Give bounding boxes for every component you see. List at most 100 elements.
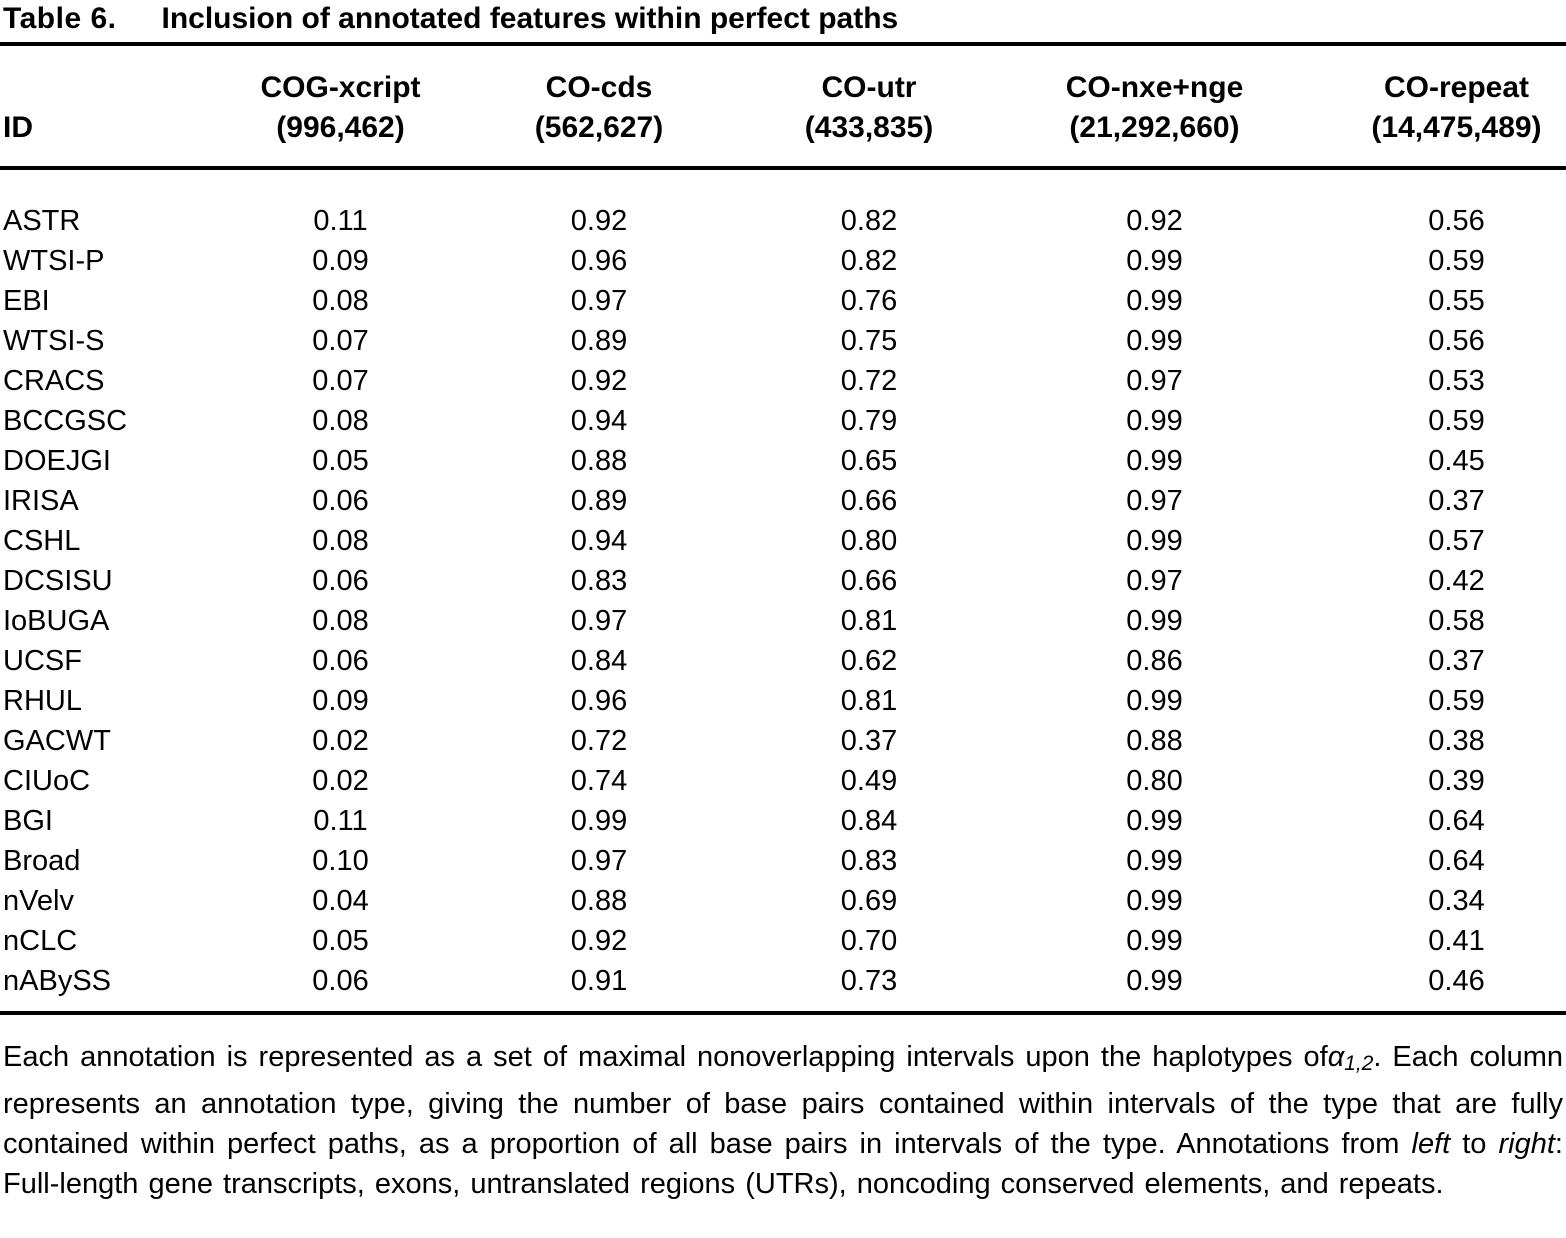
cell-value: 0.99 [1126, 685, 1183, 717]
cell-value: 0.99 [1126, 805, 1183, 837]
footnote-italic-sub-text: 1,2 [1344, 1051, 1374, 1075]
cell-value: 0.99 [1126, 325, 1183, 357]
column-header-co-cds: CO-cds (562,627) [466, 46, 732, 170]
row-id: WTSI-S [3, 325, 105, 357]
table-row: CIUoC 0.02 0.74 0.49 0.80 0.39 [0, 761, 1566, 801]
footnote-text: : Full-length gene transcripts, exons, u… [3, 1127, 1563, 1200]
footnote-italic-text: α [1327, 1041, 1345, 1073]
row-id: BGI [3, 805, 53, 837]
table-row: DCSISU 0.06 0.83 0.66 0.97 0.42 [0, 561, 1566, 601]
column-header-name: CO-utr [821, 71, 917, 104]
cell-value: 0.84 [840, 805, 898, 837]
table-row: EBI 0.08 0.97 0.76 0.99 0.55 [0, 281, 1566, 321]
footnote-text: Each annotation is represented as a set … [3, 1041, 1328, 1073]
table-row: CSHL 0.08 0.94 0.80 0.99 0.57 [0, 521, 1566, 561]
cell-value: 0.09 [312, 245, 369, 277]
column-header-co-nxe-nge: CO-nxe+nge (21,292,660) [1006, 46, 1303, 170]
cell-value: 0.08 [312, 405, 369, 437]
column-header-name: CO-cds [545, 71, 653, 104]
cell-value: 0.82 [840, 245, 898, 277]
cell-value: 0.05 [312, 925, 369, 957]
row-id: GACWT [3, 725, 111, 757]
cell-value: 0.81 [840, 685, 898, 717]
cell-value: 0.82 [840, 205, 898, 237]
cell-value: 0.69 [840, 885, 898, 917]
cell-value: 0.99 [1126, 285, 1183, 317]
cell-value: 0.99 [1126, 525, 1183, 557]
table-row: BCCGSC 0.08 0.94 0.79 0.99 0.59 [0, 401, 1566, 441]
data-table: ID COG-xcript (996,462) CO-cds (562,627)… [0, 46, 1566, 1001]
cell-value: 0.99 [1126, 445, 1183, 477]
cell-value: 0.06 [312, 965, 369, 997]
table-header: ID COG-xcript (996,462) CO-cds (562,627)… [0, 46, 1566, 170]
cell-value: 0.92 [570, 365, 628, 397]
cell-value: 0.83 [570, 565, 628, 597]
cell-value: 0.08 [312, 525, 369, 557]
cell-value: 0.99 [1126, 845, 1183, 877]
cell-value: 0.56 [1428, 325, 1485, 357]
cell-value: 0.66 [840, 565, 898, 597]
table-row: nCLC 0.05 0.92 0.70 0.99 0.41 [0, 921, 1566, 961]
row-id: CIUoC [3, 765, 91, 797]
cell-value: 0.10 [312, 845, 369, 877]
cell-value: 0.65 [840, 445, 898, 477]
cell-value: 0.53 [1428, 365, 1485, 397]
cell-value: 0.11 [313, 205, 368, 237]
cell-value: 0.07 [312, 325, 369, 357]
table-row: IoBUGA 0.08 0.97 0.81 0.99 0.58 [0, 601, 1566, 641]
cell-value: 0.05 [312, 445, 369, 477]
row-id: CSHL [3, 525, 81, 557]
cell-value: 0.06 [312, 645, 369, 677]
table-row: WTSI-S 0.07 0.89 0.75 0.99 0.56 [0, 321, 1566, 361]
cell-value: 0.96 [570, 245, 628, 277]
column-header-name: CO-nxe+nge [1065, 71, 1244, 104]
cell-value: 0.94 [570, 525, 628, 557]
column-header-cog-xcript: COG-xcript (996,462) [215, 46, 466, 170]
cell-value: 0.86 [1126, 645, 1183, 677]
row-id: DOEJGI [3, 445, 111, 477]
column-header-total: (21,292,660) [1069, 111, 1240, 144]
cell-value: 0.38 [1428, 725, 1485, 757]
cell-value: 0.80 [840, 525, 898, 557]
cell-value: 0.11 [313, 805, 368, 837]
column-header-co-utr: CO-utr (433,835) [732, 46, 1006, 170]
cell-value: 0.57 [1428, 525, 1485, 557]
row-id: IoBUGA [3, 605, 110, 637]
cell-value: 0.92 [1126, 205, 1183, 237]
cell-value: 0.07 [312, 365, 369, 397]
cell-value: 0.84 [570, 645, 628, 677]
table-row: WTSI-P 0.09 0.96 0.82 0.99 0.59 [0, 241, 1566, 281]
cell-value: 0.59 [1428, 685, 1485, 717]
cell-value: 0.88 [1126, 725, 1183, 757]
column-header-name: COG-xcript [260, 71, 421, 104]
footnote-italic-text: right [1498, 1127, 1555, 1160]
cell-value: 0.99 [1126, 925, 1183, 957]
column-header-co-repeat: CO-repeat (14,475,489) [1303, 46, 1566, 170]
footnote-text: to [1450, 1127, 1499, 1160]
row-id: EBI [3, 285, 50, 317]
table-footnote: Each annotation is represented as a set … [0, 1037, 1566, 1204]
row-id: IRISA [3, 485, 79, 517]
row-id: nABySS [3, 965, 111, 997]
cell-value: 0.37 [1428, 645, 1485, 677]
cell-value: 0.02 [312, 765, 369, 797]
cell-value: 0.97 [570, 285, 628, 317]
cell-value: 0.37 [840, 725, 898, 757]
bottom-rule [0, 1011, 1566, 1015]
row-id: UCSF [3, 645, 82, 677]
cell-value: 0.59 [1428, 405, 1485, 437]
row-id: WTSI-P [3, 245, 105, 277]
column-header-total: (562,627) [534, 111, 664, 144]
column-header-total: (14,475,489) [1371, 111, 1542, 144]
row-id: nVelv [3, 885, 74, 917]
cell-value: 0.55 [1428, 285, 1485, 317]
cell-value: 0.94 [570, 405, 628, 437]
table-row: RHUL 0.09 0.96 0.81 0.99 0.59 [0, 681, 1566, 721]
table-row: GACWT 0.02 0.72 0.37 0.88 0.38 [0, 721, 1566, 761]
cell-value: 0.97 [570, 605, 628, 637]
table-caption: Inclusion of annotated features within p… [161, 2, 899, 35]
row-id: BCCGSC [3, 405, 128, 437]
cell-value: 0.76 [840, 285, 898, 317]
table-row: CRACS 0.07 0.92 0.72 0.97 0.53 [0, 361, 1566, 401]
cell-value: 0.64 [1428, 805, 1485, 837]
